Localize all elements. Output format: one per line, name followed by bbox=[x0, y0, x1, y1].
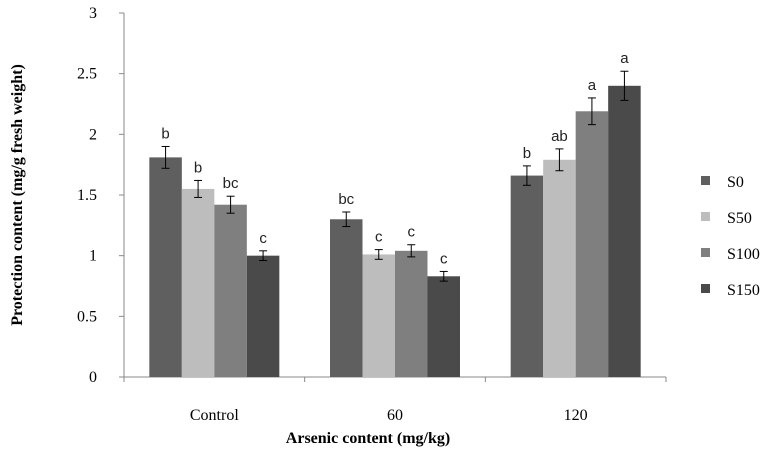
legend-swatch bbox=[701, 212, 710, 221]
bar bbox=[214, 204, 247, 377]
error-bars bbox=[161, 70, 629, 282]
y-tick-label: 0.5 bbox=[77, 308, 97, 325]
legend-label: S100 bbox=[727, 246, 760, 263]
bar bbox=[510, 175, 544, 377]
significance-letter: b bbox=[194, 159, 202, 176]
bar bbox=[330, 219, 363, 377]
y-axis-title: Protection content (mg/g fresh weight) bbox=[9, 64, 26, 326]
y-tick-label: 3 bbox=[89, 5, 97, 22]
significance-letter: a bbox=[588, 77, 597, 94]
x-category-label: 60 bbox=[387, 407, 403, 424]
legend-swatch bbox=[701, 284, 710, 293]
significance-letter: b bbox=[161, 125, 169, 142]
legend-label: S50 bbox=[727, 210, 752, 227]
significance-letter: c bbox=[440, 250, 448, 267]
significance-letter: bc bbox=[223, 175, 239, 192]
significance-letter: a bbox=[620, 50, 629, 67]
legend: S0 S50 S100 S150 bbox=[701, 174, 760, 299]
x-category-label: Control bbox=[190, 407, 239, 424]
significance-letters: b b bc c bc c c c b ab a a bbox=[161, 50, 629, 267]
x-category-label: 120 bbox=[564, 407, 588, 424]
bar bbox=[362, 254, 395, 377]
bar bbox=[575, 111, 609, 377]
bars bbox=[149, 85, 641, 378]
x-axis: Control 60 120 bbox=[123, 376, 667, 424]
significance-letter: c bbox=[259, 230, 267, 247]
bar bbox=[543, 159, 576, 377]
y-tick-label: 1 bbox=[89, 248, 97, 265]
y-tick-label: 0 bbox=[89, 369, 97, 386]
significance-letter: c bbox=[375, 229, 383, 246]
bar bbox=[427, 276, 460, 377]
significance-letter: b bbox=[523, 145, 531, 162]
significance-letter: bc bbox=[338, 191, 354, 208]
bar bbox=[149, 157, 182, 377]
significance-letter: c bbox=[408, 224, 416, 241]
legend-label: S0 bbox=[727, 174, 744, 191]
bar bbox=[608, 85, 641, 378]
y-tick-label: 2.5 bbox=[77, 66, 97, 83]
y-tick-label: 2 bbox=[89, 126, 97, 143]
y-tick-label: 1.5 bbox=[77, 187, 97, 204]
bar bbox=[395, 250, 428, 377]
bar bbox=[181, 188, 215, 377]
significance-letter: ab bbox=[551, 128, 568, 145]
legend-swatch bbox=[701, 176, 710, 185]
x-axis-title: Arsenic content (mg/kg) bbox=[286, 430, 450, 447]
legend-swatch bbox=[701, 248, 710, 257]
legend-label: S150 bbox=[727, 282, 760, 299]
bar bbox=[246, 255, 280, 377]
y-axis: 0 0.5 1 1.5 2 2.5 3 bbox=[77, 5, 125, 386]
